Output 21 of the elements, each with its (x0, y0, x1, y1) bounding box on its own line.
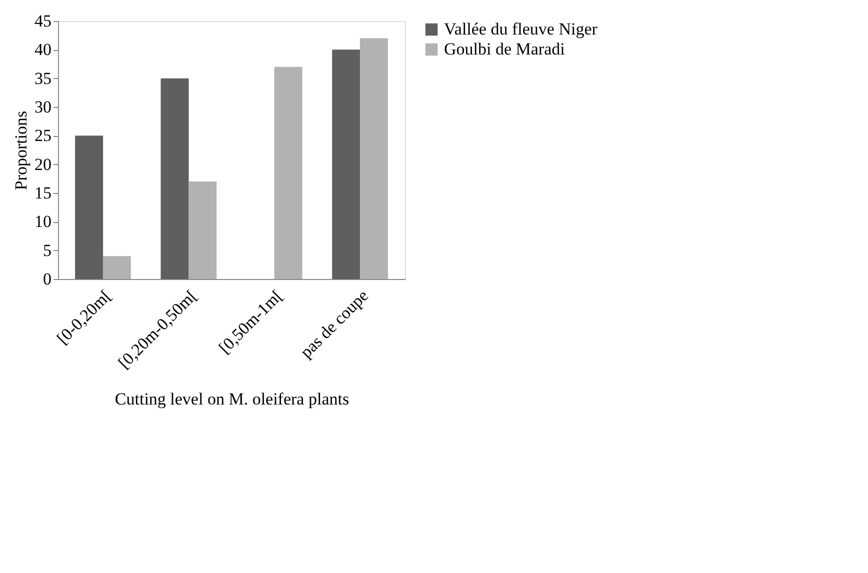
y-tick-label: 15 (34, 184, 52, 202)
legend-label: Vallée du fleuve Niger (444, 20, 598, 38)
y-tick-label: 30 (34, 98, 52, 116)
bar (102, 256, 131, 279)
bar (332, 50, 360, 279)
y-tick-label: 20 (34, 154, 52, 174)
bar (75, 136, 104, 279)
y-tick-label: 40 (34, 40, 52, 60)
x-axis-title: Cutting level on M. oleifera plants (114, 390, 350, 409)
y-tick-label: 5 (43, 240, 52, 260)
y-tick-label: 10 (34, 212, 52, 232)
legend-label: Goulbi de Maradi (444, 40, 566, 58)
bar (274, 66, 302, 279)
y-tick-label: 0 (43, 270, 52, 288)
y-axis-title: Proportions (12, 110, 30, 190)
y-tick-label: 45 (34, 12, 52, 30)
y-tick-label: 35 (34, 68, 52, 88)
bar (160, 78, 189, 279)
y-tick-label: 25 (34, 126, 52, 146)
bar (360, 38, 388, 279)
bar (188, 182, 217, 279)
